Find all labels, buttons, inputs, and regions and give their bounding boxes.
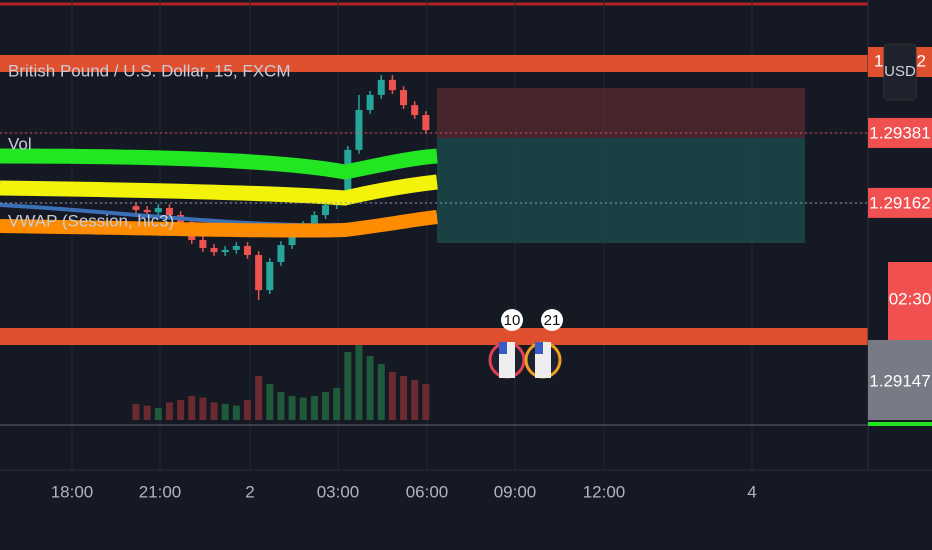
- event-count: 10: [504, 312, 521, 329]
- price-label: 2: [917, 51, 926, 70]
- price-tick-box: [868, 187, 932, 218]
- legend-vol: Vol: [8, 134, 32, 153]
- volume-bar: [366, 356, 374, 420]
- volume-bar: [377, 364, 385, 420]
- candle-body: [210, 247, 218, 253]
- legend-title: British Pound / U.S. Dollar, 15, FXCM: [8, 61, 291, 80]
- candle-body: [232, 246, 240, 250]
- candle-body: [277, 245, 285, 263]
- event[interactable]: 21: [524, 309, 563, 379]
- volume-bar: [388, 372, 396, 420]
- time-label: 18:00: [51, 482, 94, 501]
- event[interactable]: 10: [488, 309, 526, 379]
- volume-bar: [277, 392, 285, 420]
- volume-bar: [344, 352, 352, 420]
- candle-body: [366, 94, 374, 110]
- price-tick-box: [868, 117, 932, 148]
- volume-bar: [310, 396, 318, 420]
- volume-bar: [165, 402, 173, 420]
- candle-body: [266, 262, 274, 291]
- candle-body: [143, 209, 151, 213]
- price-label: 1: [874, 51, 883, 70]
- volume-bar: [188, 396, 196, 420]
- volume-bar: [177, 400, 185, 420]
- currency-button[interactable]: [883, 43, 917, 101]
- volume-bar: [422, 384, 430, 420]
- candle-body: [411, 105, 419, 116]
- flag-canton: [535, 342, 543, 354]
- legend-vwap: VWAP (Session, hlc3): [8, 211, 174, 230]
- candle-body: [221, 249, 229, 253]
- support-line: [0, 328, 868, 345]
- price-tick-label: 1.29162: [869, 193, 930, 212]
- candle-body: [377, 79, 385, 95]
- volume-bar: [322, 392, 330, 420]
- candle-body: [310, 215, 318, 225]
- stop-zone: [437, 88, 805, 138]
- candle-body: [243, 246, 251, 255]
- time-label: 12:00: [583, 482, 626, 501]
- time-label: 03:00: [317, 482, 360, 501]
- volume-bar: [143, 405, 151, 420]
- last-price: 1.29147: [869, 371, 930, 390]
- time-label: 21:00: [139, 482, 182, 501]
- volume-bar: [232, 405, 240, 420]
- candle-body: [355, 109, 363, 150]
- volume-marker: [868, 422, 932, 426]
- volume-bar: [154, 408, 162, 420]
- volume-bar: [199, 397, 207, 420]
- time-label: 06:00: [406, 482, 449, 501]
- candle-body: [132, 206, 140, 210]
- candle-body: [322, 205, 330, 216]
- volume-bar: [266, 384, 274, 420]
- candle-body: [422, 115, 430, 131]
- last-price-box: [868, 340, 932, 420]
- resistance-line: [0, 55, 868, 72]
- volume-bar: [210, 402, 218, 420]
- time-label: 2: [245, 482, 254, 501]
- price-tick-label: 1.29381: [869, 123, 930, 142]
- event-count: 21: [544, 312, 561, 329]
- target-zone: [437, 138, 805, 243]
- volume-bar: [255, 376, 263, 420]
- event-badge: [541, 309, 563, 331]
- volume-bar: [411, 380, 419, 420]
- candle-body: [165, 208, 173, 216]
- candle-body: [400, 90, 408, 106]
- time-label: 09:00: [494, 482, 537, 501]
- candle-body: [199, 239, 207, 248]
- volume-bar: [288, 396, 296, 420]
- countdown: 02:30: [889, 289, 932, 308]
- candle-body: [388, 79, 396, 91]
- volume-bar: [243, 400, 251, 420]
- candle-body: [288, 231, 296, 246]
- volume-bar: [221, 404, 229, 420]
- candle-body: [255, 255, 263, 291]
- volume-bar: [355, 344, 363, 420]
- volume-bar: [333, 388, 341, 420]
- green-ma: [0, 148, 438, 180]
- volume-bar: [132, 404, 140, 420]
- volume-bar: [299, 397, 307, 420]
- currency-label: USD: [884, 63, 916, 80]
- yellow-ma: [0, 174, 438, 206]
- candle-body: [154, 208, 162, 213]
- countdown-box: [888, 262, 932, 340]
- volume-bar: [400, 376, 408, 420]
- event-badge: [501, 309, 523, 331]
- orange-ma: [0, 210, 438, 238]
- time-label: 4: [747, 482, 756, 501]
- flag-canton: [499, 342, 507, 354]
